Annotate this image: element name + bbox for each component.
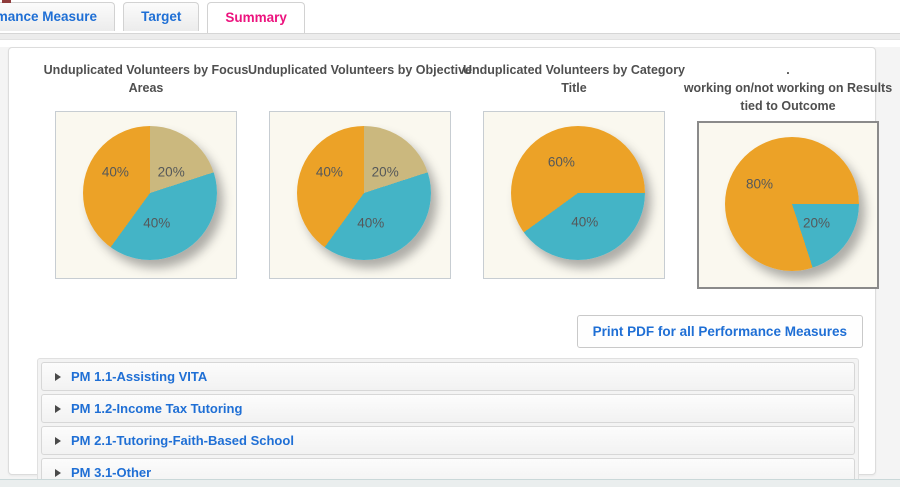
chart-title: Unduplicated Volunteers by Objective [248,58,472,105]
accordion-item-label: PM 2.1-Tutoring-Faith-Based School [71,433,294,449]
tab-divider [0,33,900,40]
pie [510,126,645,261]
tab-target[interactable]: Target [123,2,200,31]
button-row: Print PDF for all Performance Measures [9,315,875,349]
pie-slice-label: 20% [802,215,830,231]
pie-slice-label: 20% [157,164,185,180]
cropped-text-artifact [2,0,11,3]
chart-title-line: . [786,63,790,77]
content-panel: Unduplicated Volunteers by Focus Areas 20… [8,47,892,487]
pie-slice-label: 40% [571,214,599,230]
footer-bar [0,479,900,487]
expand-arrow-icon [55,468,61,477]
tab-performance-measure[interactable]: Performance Measure [0,2,116,31]
charts-grid: Unduplicated Volunteers by Focus Areas 20… [39,48,892,290]
chart-title-line: working on/not working on Results tied t… [683,81,893,114]
chart-cell-3: Unduplicated Volunteers by Category Titl… [463,58,685,289]
expand-arrow-icon [55,436,61,445]
chart-title-line: Unduplicated Volunteers by Category Titl… [462,63,686,96]
pie-slice-label: 40% [357,215,385,231]
expand-arrow-icon [55,372,61,381]
pie-chart-box-4[interactable]: 20% 80% [697,121,879,290]
pie-slice-label: 20% [371,164,399,180]
pie-slice-label: 40% [143,215,171,231]
expand-arrow-icon [55,404,61,413]
chart-title-line: Unduplicated Volunteers by Focus Areas [43,63,249,96]
pie [82,126,217,261]
chart-title: Unduplicated Volunteers by Category Titl… [459,58,689,105]
accordion-item-label: PM 1.1-Assisting VITA [71,369,208,385]
pie-slice-label: 40% [315,164,343,180]
print-pdf-button[interactable]: Print PDF for all Performance Measures [576,315,863,349]
tab-summary[interactable]: Summary [207,2,305,33]
accordion-item-pm-2-1-tutoring-faith-based-school[interactable]: PM 2.1-Tutoring-Faith-Based School [41,426,855,456]
accordion: PM 1.1-Assisting VITA PM 1.2-Income Tax T… [37,358,859,487]
chart-cell-2: Unduplicated Volunteers by Objective 20% 4… [248,58,472,289]
chart-cell-4: . working on/not working on Results tied … [681,58,895,290]
accordion-item-label: PM 3.1-Other [71,465,152,481]
pie-slice-label: 80% [746,176,774,192]
pie-chart-box-3[interactable]: 40% 60% [483,111,665,279]
pie-chart-box-2[interactable]: 20% 40% 40% [269,111,451,279]
accordion-item-pm-1-2-income-tax-tutoring[interactable]: PM 1.2-Income Tax Tutoring [41,394,855,424]
chart-title: Unduplicated Volunteers by Focus Areas [31,58,261,105]
pie-slice-label: 40% [101,164,129,180]
pie-chart-box-1[interactable]: 20% 40% 40% [55,111,237,279]
pie [296,126,431,261]
chart-cell-1: Unduplicated Volunteers by Focus Areas 20… [39,58,253,289]
chart-title: . working on/not working on Results tied … [673,58,900,115]
accordion-item-pm-1-1-assisting-vita[interactable]: PM 1.1-Assisting VITA [41,362,855,392]
pie [724,136,859,271]
pie-slice-label: 60% [547,154,575,170]
accordion-item-label: PM 1.2-Income Tax Tutoring [71,401,243,417]
chart-title-line: Unduplicated Volunteers by Objective [247,63,473,77]
